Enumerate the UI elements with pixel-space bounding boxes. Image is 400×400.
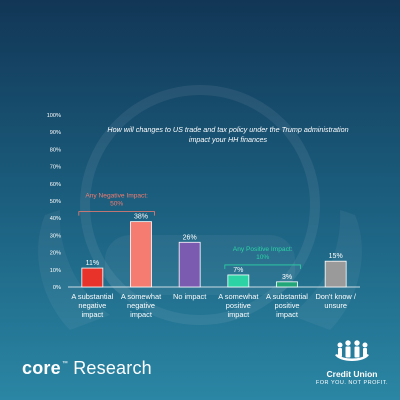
x-tick-label: A somewhat bbox=[121, 292, 161, 301]
annotation-label: Any Positive Impact: bbox=[233, 246, 293, 253]
bar bbox=[178, 241, 201, 288]
core-logo-bold: core bbox=[22, 358, 61, 378]
y-tick-label: 90% bbox=[50, 130, 61, 136]
y-tick-label: 0% bbox=[53, 285, 61, 291]
x-tick-label: A substantial bbox=[71, 292, 113, 301]
annotation-label: 50% bbox=[110, 201, 123, 208]
annotation-bracket bbox=[224, 264, 301, 269]
bars bbox=[81, 221, 347, 288]
x-tick-label: A somewhat bbox=[218, 292, 258, 301]
y-tick-label: 60% bbox=[50, 182, 61, 188]
y-tick-label: 10% bbox=[50, 268, 61, 274]
y-tick-label: 30% bbox=[50, 233, 61, 239]
chart-title-line: impact your HH finances bbox=[189, 135, 268, 144]
chart-title: How will changes to US trade and tax pol… bbox=[107, 125, 348, 144]
credit-union-name: Credit Union bbox=[326, 369, 378, 379]
bar bbox=[227, 274, 250, 288]
bar bbox=[324, 260, 347, 288]
bar-value-label: 7% bbox=[233, 267, 243, 274]
x-tick-label: A substantial bbox=[266, 292, 308, 301]
x-tick-label: impact bbox=[130, 310, 152, 319]
x-tick-label: negative bbox=[127, 301, 155, 310]
credit-union-tagline: FOR YOU. NOT PROFIT. bbox=[315, 380, 389, 386]
x-tick-label: positive bbox=[226, 301, 251, 310]
annotation-bracket bbox=[78, 211, 155, 216]
y-tick-label: 20% bbox=[50, 251, 61, 257]
bar-value-label: 26% bbox=[183, 234, 197, 241]
y-axis: 0% 10% 20% 30% 40% 50% 60% 70% 80% 90% 100% bbox=[47, 113, 61, 291]
x-tick-label: Don't know / bbox=[315, 292, 356, 301]
annotations: Any Negative Impact:50% Any Positive Impa… bbox=[78, 193, 301, 269]
credit-union-logo: Credit Union FOR YOU. NOT PROFIT. bbox=[314, 338, 390, 386]
bar-value-label: 38% bbox=[134, 214, 148, 221]
annotation-label: 10% bbox=[256, 254, 269, 261]
x-tick-label: impact bbox=[276, 310, 298, 319]
y-tick-label: 80% bbox=[50, 147, 61, 153]
y-tick-label: 40% bbox=[50, 216, 61, 222]
bar-value-label: 3% bbox=[282, 274, 292, 281]
trademark-mark: ™ bbox=[61, 361, 69, 367]
x-tick-label: impact bbox=[81, 310, 103, 319]
core-research-logo: core™ Research bbox=[22, 358, 152, 379]
x-tick-label: No impact bbox=[173, 292, 206, 301]
bar-value-label: 11% bbox=[86, 260, 100, 267]
value-labels: 11% 38% 26% 7% 3% 15% bbox=[86, 214, 343, 281]
y-tick-label: 50% bbox=[50, 199, 61, 205]
x-tick-label: impact bbox=[227, 310, 249, 319]
x-tick-label: negative bbox=[78, 301, 106, 310]
bar bbox=[81, 267, 104, 288]
bar bbox=[276, 281, 298, 288]
credit-union-icon bbox=[335, 340, 369, 361]
y-tick-label: 100% bbox=[47, 113, 61, 119]
annotation-label: Any Negative Impact: bbox=[85, 193, 148, 200]
bar-value-label: 15% bbox=[329, 253, 343, 260]
x-tick-label: unsure bbox=[324, 301, 347, 310]
core-logo-research: Research bbox=[73, 358, 152, 378]
x-tick-label: positive bbox=[274, 301, 299, 310]
chart-title-line: How will changes to US trade and tax pol… bbox=[107, 125, 348, 134]
y-tick-label: 70% bbox=[50, 165, 61, 171]
bar bbox=[130, 221, 152, 288]
